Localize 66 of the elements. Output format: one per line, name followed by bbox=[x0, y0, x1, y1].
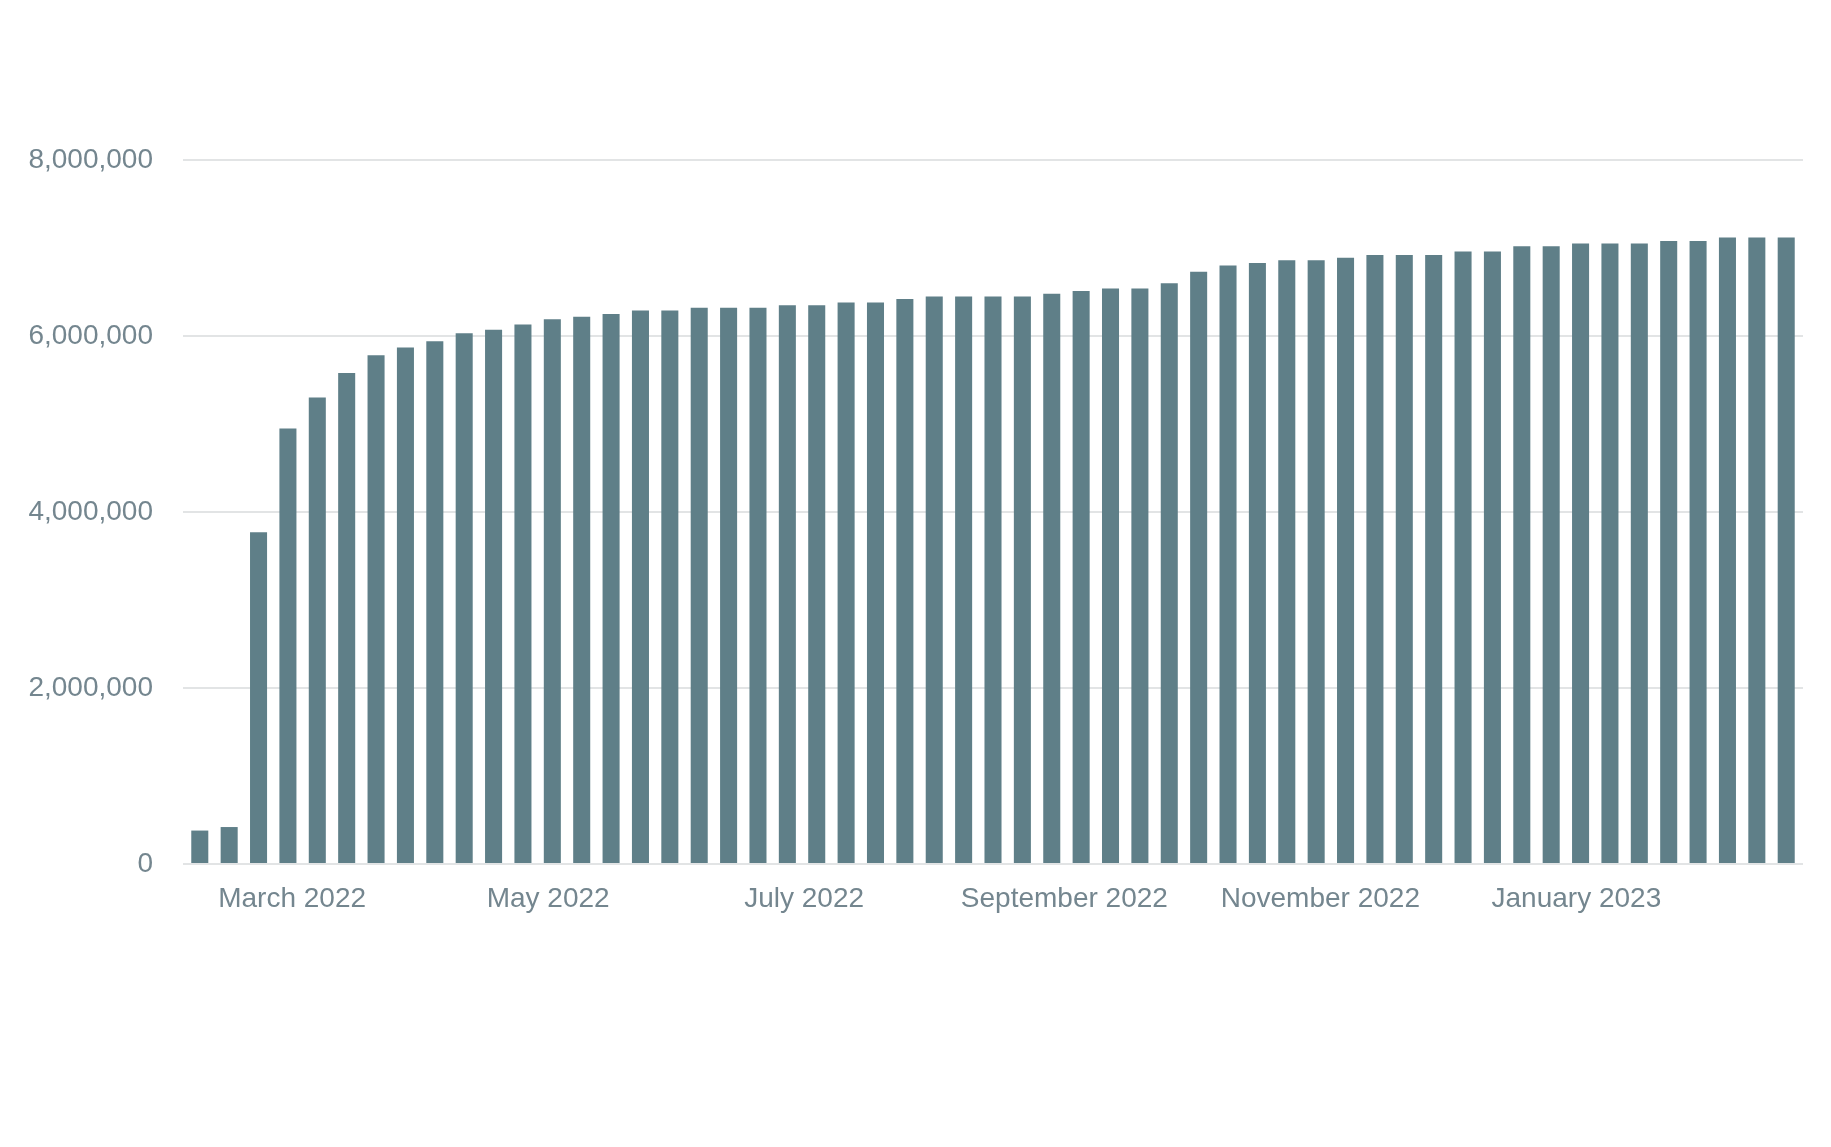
bar bbox=[1072, 291, 1090, 863]
y-tick-label: 4,000,000 bbox=[28, 494, 153, 526]
bar bbox=[1454, 251, 1472, 863]
bar bbox=[1307, 260, 1325, 863]
bar bbox=[778, 305, 796, 863]
y-tick-label: 8,000,000 bbox=[28, 142, 153, 174]
bar bbox=[367, 355, 385, 863]
bar bbox=[1513, 246, 1531, 863]
bar bbox=[661, 310, 679, 863]
x-tick-label: March 2022 bbox=[218, 881, 367, 913]
x-tick-label: September 2022 bbox=[960, 881, 1168, 913]
bar bbox=[808, 305, 826, 863]
bar bbox=[1777, 237, 1795, 863]
bar bbox=[191, 830, 209, 863]
bar bbox=[514, 324, 532, 863]
bar bbox=[338, 372, 356, 863]
bar bbox=[1160, 283, 1178, 863]
bar bbox=[984, 296, 1002, 863]
bar bbox=[1601, 243, 1619, 863]
bar bbox=[396, 347, 414, 863]
x-tick-label: May 2022 bbox=[486, 881, 610, 913]
bar bbox=[1542, 246, 1560, 863]
x-tick-label: July 2022 bbox=[744, 881, 865, 913]
bar bbox=[1278, 260, 1296, 863]
bar bbox=[1131, 288, 1149, 863]
bar bbox=[1337, 257, 1355, 863]
bar bbox=[1366, 255, 1384, 863]
bar bbox=[573, 316, 591, 863]
bar bbox=[1572, 243, 1590, 863]
bar bbox=[1101, 288, 1120, 863]
bar bbox=[220, 827, 238, 863]
bar bbox=[631, 310, 649, 863]
bar bbox=[749, 307, 767, 863]
bar bbox=[1219, 265, 1237, 863]
bar bbox=[1718, 237, 1736, 863]
bar bbox=[602, 314, 620, 863]
bar bbox=[1013, 296, 1031, 863]
bar bbox=[308, 397, 326, 863]
x-tick-label: January 2023 bbox=[1491, 881, 1662, 913]
bar bbox=[1689, 240, 1707, 863]
x-tick-label: November 2022 bbox=[1220, 881, 1420, 913]
y-tick-label: 0 bbox=[137, 846, 153, 878]
bar bbox=[837, 302, 855, 863]
bar bbox=[866, 302, 885, 863]
bar bbox=[690, 307, 708, 863]
bar bbox=[1043, 293, 1061, 863]
bar bbox=[279, 428, 297, 863]
bar bbox=[250, 532, 268, 863]
bar bbox=[1425, 255, 1443, 863]
bar bbox=[455, 333, 473, 863]
bar bbox=[1660, 240, 1678, 863]
bar bbox=[426, 341, 444, 863]
bar bbox=[1748, 237, 1766, 863]
y-tick-label: 2,000,000 bbox=[28, 670, 153, 702]
bar bbox=[1190, 271, 1208, 863]
bar bbox=[1248, 262, 1266, 863]
bar bbox=[720, 307, 738, 863]
bar bbox=[485, 329, 503, 863]
bar bbox=[543, 319, 561, 863]
y-tick-label: 6,000,000 bbox=[28, 318, 153, 350]
bar bbox=[1395, 255, 1413, 863]
bar bbox=[925, 296, 943, 863]
bar bbox=[1483, 251, 1501, 863]
bar bbox=[896, 299, 914, 863]
bar bbox=[955, 296, 973, 863]
bar bbox=[1630, 243, 1648, 863]
